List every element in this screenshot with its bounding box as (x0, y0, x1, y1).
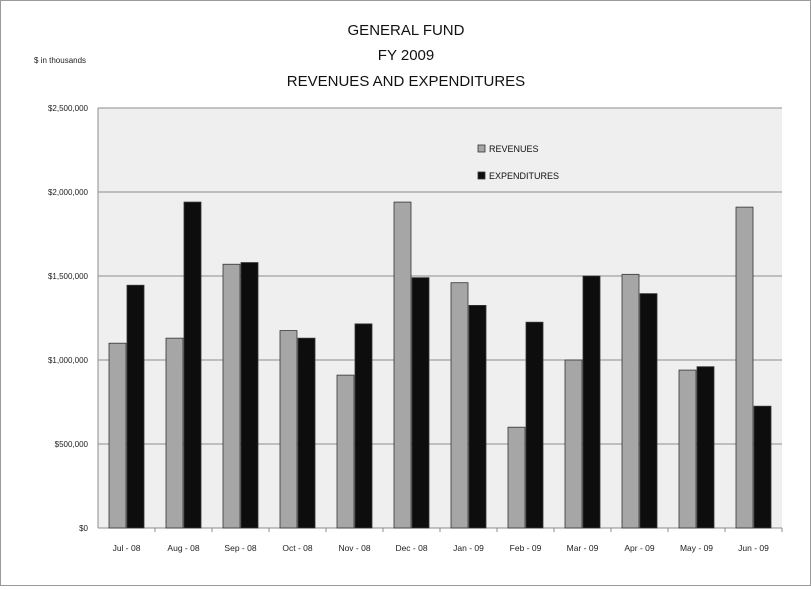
revenue-bar (450, 282, 469, 529)
legend-label-revenues: REVENUES (489, 144, 539, 154)
y-tick-label: $2,500,000 (48, 104, 89, 113)
x-tick-label: Jun - 09 (738, 543, 769, 553)
expenditure-bar (468, 304, 487, 529)
y-tick-label: $2,000,000 (48, 188, 89, 197)
expenditure-bar (753, 405, 772, 529)
revenue-bar (507, 426, 526, 529)
revenue-bar (165, 337, 184, 529)
legend-swatch-revenues (477, 144, 486, 153)
expenditure-bar (525, 321, 544, 529)
x-tick-label: Nov - 08 (338, 543, 370, 553)
y-tick-label: $500,000 (55, 440, 89, 449)
chart-title-line-1: GENERAL FUND (348, 22, 465, 39)
plot-area: $0 $500,000 $1,000,000 $1,500,000 $2,000,000… (48, 104, 783, 553)
x-tick-label: Jan - 09 (453, 543, 484, 553)
expenditure-bar (354, 323, 373, 529)
revenue-bar (678, 369, 697, 529)
revenue-bar (564, 359, 583, 529)
legend: REVENUES EXPENDITURES (477, 144, 559, 181)
revenue-bar (279, 330, 298, 529)
x-tick-label: May - 09 (680, 543, 713, 553)
expenditure-bar (126, 284, 145, 529)
x-tick-label: Oct - 08 (282, 543, 313, 553)
y-tick-label: $1,500,000 (48, 272, 89, 281)
revenue-bar (108, 342, 127, 529)
x-tick-label: Aug - 08 (167, 543, 199, 553)
revenue-bar (393, 201, 412, 529)
y-tick-label: $1,000,000 (48, 356, 89, 365)
x-tick-label: Feb - 09 (510, 543, 542, 553)
expenditure-bar (297, 337, 316, 529)
legend-label-expenditures: EXPENDITURES (489, 171, 559, 181)
x-tick-label: Mar - 09 (567, 543, 599, 553)
revenue-bar (621, 273, 640, 529)
x-tick-label: Apr - 09 (624, 543, 655, 553)
plot-background (98, 108, 782, 528)
expenditure-bar (240, 262, 259, 529)
expenditure-bar (183, 201, 202, 529)
chart-title-line-3: REVENUES AND EXPENDITURES (287, 73, 525, 90)
y-tick-label: $0 (79, 524, 88, 533)
x-tick-label: Sep - 08 (224, 543, 256, 553)
expenditure-bar (582, 275, 601, 529)
revenue-bar (222, 263, 241, 529)
expenditure-bar (639, 293, 658, 529)
expenditure-bar (411, 277, 430, 529)
chart-title: GENERAL FUND FY 2009 REVENUES AND EXPEND… (287, 22, 525, 90)
x-tick-label: Dec - 08 (395, 543, 427, 553)
expenditure-bar (696, 366, 715, 529)
revenue-bar (336, 374, 355, 529)
revenue-bar (735, 206, 754, 529)
units-note: $ in thousands (34, 56, 86, 65)
legend-swatch-expenditures (477, 171, 486, 180)
chart-title-line-2: FY 2009 (378, 47, 434, 64)
x-tick-label: Jul - 08 (113, 543, 141, 553)
